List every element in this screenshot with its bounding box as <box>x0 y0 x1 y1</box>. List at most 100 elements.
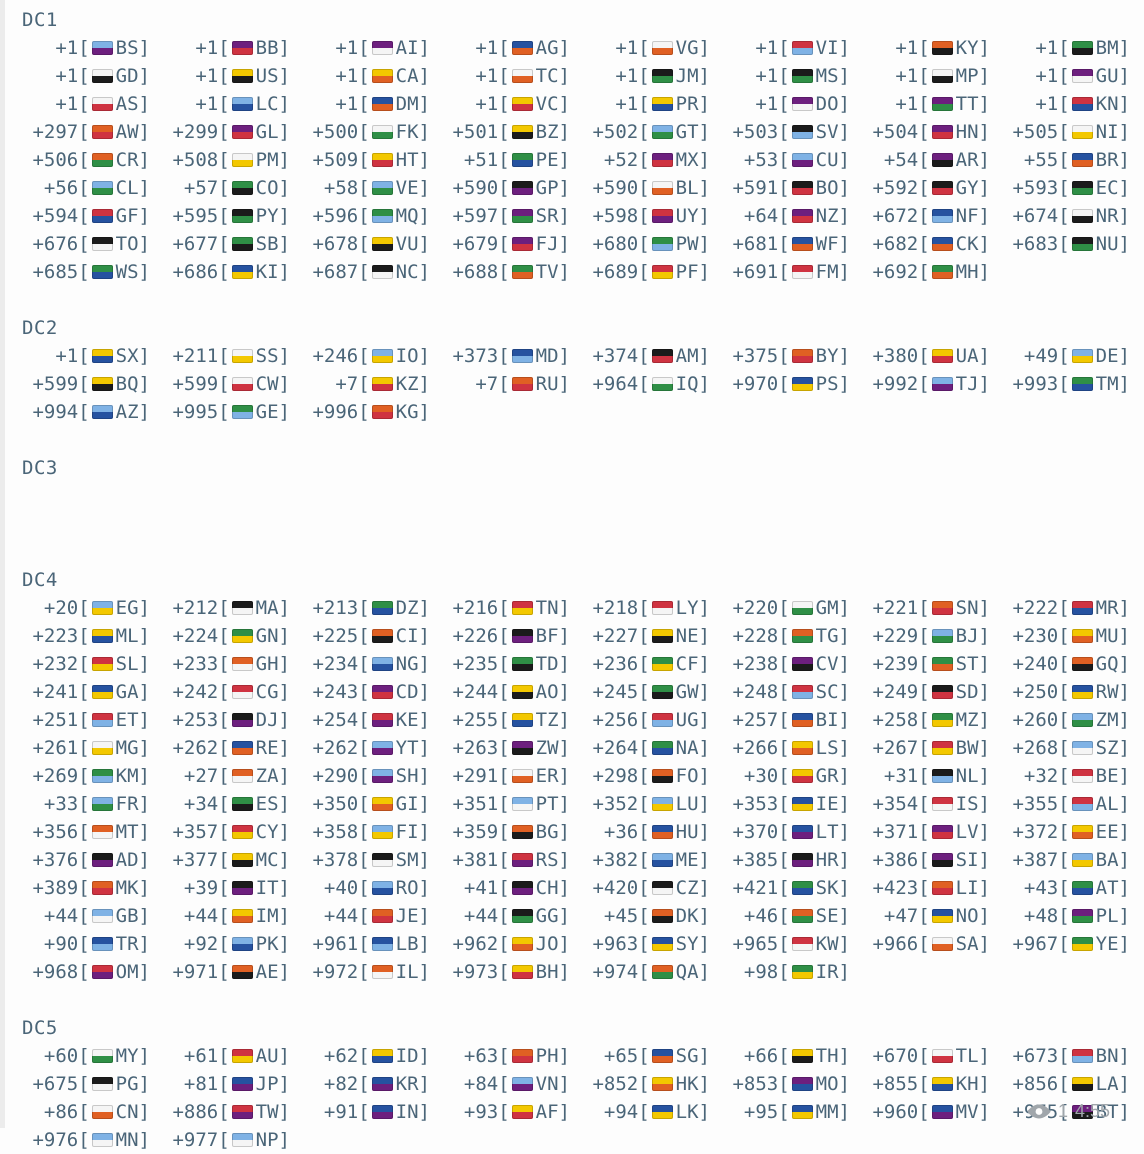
country-code: GT] <box>675 121 710 143</box>
phone-code-entry-er: +291[ER] <box>436 762 576 790</box>
flag-icon-br <box>1071 153 1093 167</box>
dial-code: +1 <box>55 93 79 115</box>
dial-code: +41 <box>463 877 499 899</box>
dial-code: +235 <box>452 653 499 675</box>
dial-code: +673 <box>1012 1045 1059 1067</box>
country-code: CV] <box>815 653 850 675</box>
country-code: BJ] <box>955 625 990 647</box>
country-code: FO] <box>675 765 710 787</box>
flag-icon-bb <box>231 41 253 55</box>
flag-icon-kr <box>371 1077 393 1091</box>
phone-code-entry-io: +246[IO] <box>296 342 436 370</box>
phone-code-entry-sm: +378[SM] <box>296 846 436 874</box>
flag-icon-ru <box>511 377 533 391</box>
dial-code: +502 <box>592 121 639 143</box>
eye-icon <box>1027 1104 1051 1119</box>
flag-icon-tv <box>511 265 533 279</box>
country-code: MM] <box>815 1101 850 1123</box>
flag-icon-ua <box>931 349 953 363</box>
country-code: KR] <box>395 1073 430 1095</box>
dial-code: +503 <box>732 121 779 143</box>
phone-code-entry-gm: +220[GM] <box>716 594 856 622</box>
phone-code-entry-mo: +853[MO] <box>716 1070 856 1098</box>
dial-code: +27 <box>183 765 219 787</box>
flag-icon-bj <box>931 629 953 643</box>
phone-code-entry-al: +355[AL] <box>996 790 1136 818</box>
phone-code-entry-je: +44[JE] <box>296 902 436 930</box>
flag-icon-ch <box>511 881 533 895</box>
dc-section-dc5: DC5 +60[MY] +61[AU] +62[ID] +63[PH] +65[SG] +6… <box>16 1014 1144 1154</box>
dial-code: +297 <box>32 121 79 143</box>
flag-icon-tm <box>1071 377 1093 391</box>
dial-code: +679 <box>452 233 499 255</box>
flag-icon-si <box>931 853 953 867</box>
dial-code: +509 <box>312 149 359 171</box>
country-code: MA] <box>255 597 290 619</box>
flag-icon-ng <box>371 657 393 671</box>
dial-code: +852 <box>592 1073 639 1095</box>
country-code: KY] <box>955 37 990 59</box>
flag-icon-mq <box>371 209 393 223</box>
country-code: YE] <box>1095 933 1130 955</box>
dial-code: +377 <box>172 849 219 871</box>
phone-code-entry-ss: +211[SS] <box>156 342 296 370</box>
dial-code: +242 <box>172 681 219 703</box>
phone-code-entry-bh: +973[BH] <box>436 958 576 986</box>
dial-code: +86 <box>43 1101 79 1123</box>
flag-icon-jp <box>231 1077 253 1091</box>
phone-code-entry-sy: +963[SY] <box>576 930 716 958</box>
flag-icon-gf <box>91 209 113 223</box>
flag-icon-om <box>91 965 113 979</box>
flag-icon-tt <box>931 97 953 111</box>
country-code: TR] <box>115 933 150 955</box>
flag-icon-tg <box>791 629 813 643</box>
country-code: PW] <box>675 233 710 255</box>
flag-icon-nc <box>371 265 393 279</box>
country-code: KE] <box>395 709 430 731</box>
country-code: JP] <box>255 1073 290 1095</box>
country-code: RO] <box>395 877 430 899</box>
flag-icon-tn <box>511 601 533 615</box>
phone-code-entry-vc: +1[VC] <box>436 90 576 118</box>
phone-code-entry-gd: +1[GD] <box>16 62 156 90</box>
phone-code-entry-sc: +248[SC] <box>716 678 856 706</box>
country-code: GP] <box>535 177 570 199</box>
phone-code-entry-rs: +381[RS] <box>436 846 576 874</box>
flag-icon-st <box>931 657 953 671</box>
dial-code: +241 <box>32 681 79 703</box>
country-code: BL] <box>675 177 710 199</box>
entry-row: +223[ML] +224[GN] +225[CI] +226[BF] +227[NE]… <box>16 622 1144 650</box>
phone-code-entry-ae: +971[AE] <box>156 958 296 986</box>
country-code: CL] <box>115 177 150 199</box>
flag-icon-lk <box>651 1105 673 1119</box>
phone-code-entry-my: +60[MY] <box>16 1042 156 1070</box>
dial-code: +683 <box>1012 233 1059 255</box>
dial-code: +599 <box>32 373 79 395</box>
flag-icon-gd <box>91 69 113 83</box>
phone-code-entry-gh: +233[GH] <box>156 650 296 678</box>
dial-code: +598 <box>592 205 639 227</box>
dial-code: +238 <box>732 653 779 675</box>
phone-code-entry-dm: +1[DM] <box>296 90 436 118</box>
entry-row: +33[FR] +34[ES] +350[GI] +351[PT] +352[LU] +3… <box>16 790 1144 818</box>
dial-code: +52 <box>603 149 639 171</box>
dial-code: +994 <box>32 401 79 423</box>
phone-code-entry-ne: +227[NE] <box>576 622 716 650</box>
dial-code: +43 <box>1023 877 1059 899</box>
phone-code-entry-bg: +359[BG] <box>436 818 576 846</box>
phone-code-entry-tr: +90[TR] <box>16 930 156 958</box>
flag-icon-hr <box>791 853 813 867</box>
dial-code: +249 <box>872 681 919 703</box>
phone-code-entry-as: +1[AS] <box>16 90 156 118</box>
country-code: PL] <box>1095 905 1130 927</box>
phone-code-entry-mu: +230[MU] <box>996 622 1136 650</box>
phone-code-entry-es: +34[ES] <box>156 790 296 818</box>
dial-code: +675 <box>32 1073 79 1095</box>
flag-icon-tw <box>231 1105 253 1119</box>
phone-code-entry-is: +354[IS] <box>856 790 996 818</box>
phone-code-entry-ve: +58[VE] <box>296 174 436 202</box>
flag-icon-kz <box>371 377 393 391</box>
country-code: JM] <box>675 65 710 87</box>
phone-code-entry-ci: +225[CI] <box>296 622 436 650</box>
flag-icon-pf <box>651 265 673 279</box>
